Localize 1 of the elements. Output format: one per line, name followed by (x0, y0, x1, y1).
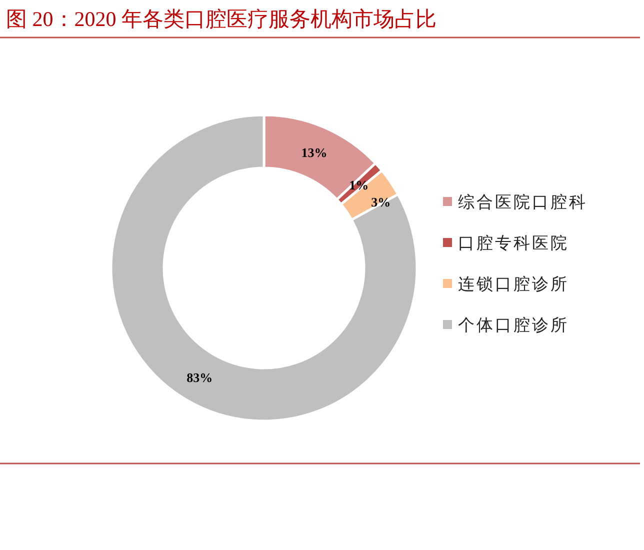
title: 图 20：2020 年各类口腔医疗服务机构市场占比 (6, 7, 436, 31)
